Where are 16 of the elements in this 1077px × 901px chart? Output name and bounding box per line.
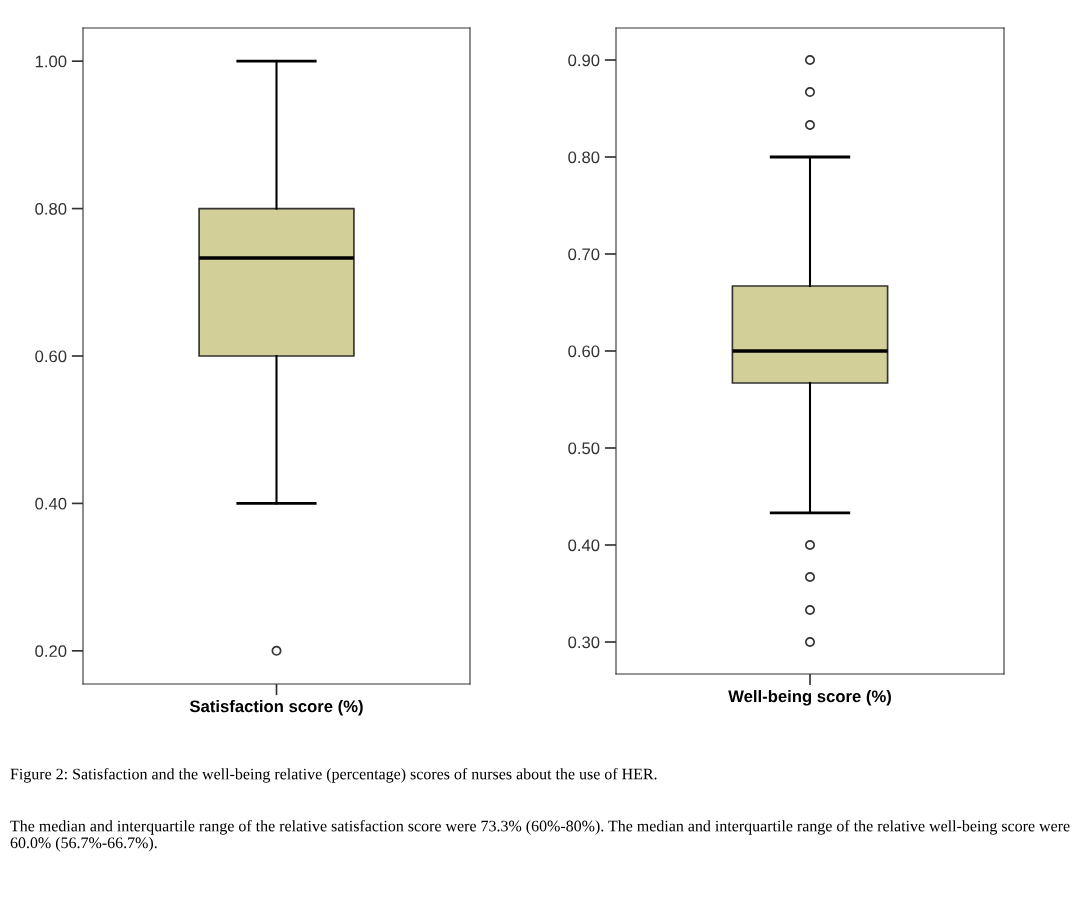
y-tick-label: 0.60 [35,350,67,363]
caption: Figure 2: Satisfaction and the well-being relative (percentage) scores of nurses about the use of HER. [10,768,657,783]
y-tick-label: 0.30 [568,636,600,649]
y-tick-label: 0.80 [568,151,600,164]
y-tick-label: 0.40 [35,497,67,510]
y-tick-label: 0.50 [568,442,600,455]
y-tick-label: 0.90 [568,54,600,67]
text: The median and interquartile range of the relative satisfaction score were 73.3% (60%-80%). The median and interquartile range of the relative well-being score were 60.0% (56.7%-66.7%). [10,820,1070,852]
y-tick-label: 0.80 [35,202,67,215]
y-tick-label: 0.60 [568,345,600,358]
y-tick-label: 0.40 [568,539,600,552]
y-tick-label: 0.70 [568,248,600,261]
x-tick-label: Satisfaction score (%) [189,699,363,716]
x-tick-label: Well-being score (%) [728,689,891,706]
y-tick-label: 1.00 [35,55,67,68]
y-tick-label: 0.20 [35,645,67,658]
